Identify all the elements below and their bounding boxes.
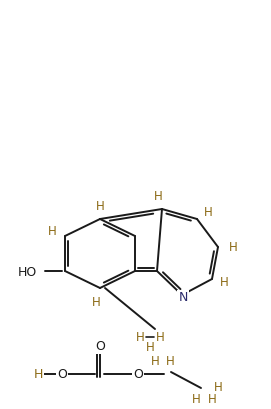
Text: H: H xyxy=(156,331,164,344)
Text: H: H xyxy=(154,190,162,203)
Text: H: H xyxy=(48,225,56,238)
Text: H: H xyxy=(220,276,228,289)
Text: H: H xyxy=(214,380,222,393)
Text: HO: HO xyxy=(18,265,37,278)
Text: N: N xyxy=(178,291,188,304)
Text: H: H xyxy=(208,393,216,405)
Text: H: H xyxy=(151,355,159,368)
Text: H: H xyxy=(192,393,200,405)
Text: H: H xyxy=(136,331,144,344)
Text: H: H xyxy=(204,206,212,219)
Text: O: O xyxy=(133,368,143,380)
Text: O: O xyxy=(95,339,105,353)
Text: H: H xyxy=(92,296,100,309)
Text: H: H xyxy=(146,341,154,354)
Text: O: O xyxy=(57,368,67,380)
Text: H: H xyxy=(33,368,43,380)
Text: H: H xyxy=(96,200,104,213)
Text: H: H xyxy=(229,241,237,254)
Text: H: H xyxy=(166,355,174,368)
